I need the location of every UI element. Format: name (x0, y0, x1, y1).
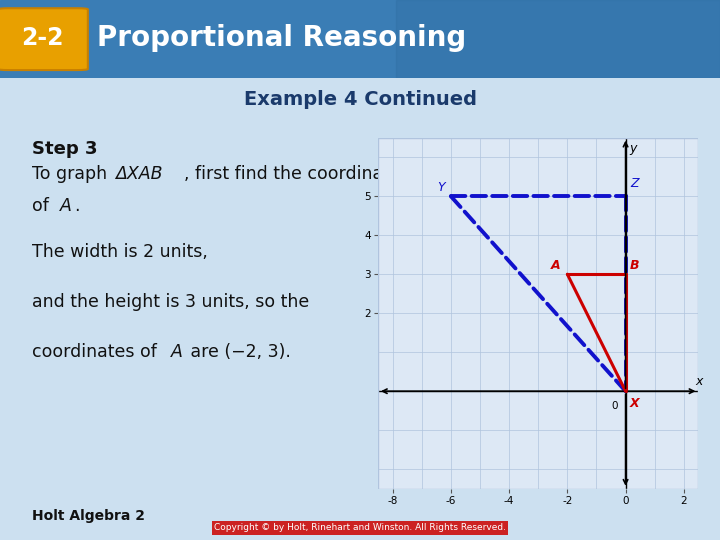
Text: A: A (171, 343, 183, 361)
Text: Copyright © by Holt, Rinehart and Winston. All Rights Reserved.: Copyright © by Holt, Rinehart and Winsto… (214, 523, 506, 532)
Text: To graph: To graph (32, 165, 113, 184)
Text: B: B (630, 259, 639, 272)
Text: The width is 2 units,: The width is 2 units, (32, 243, 208, 261)
Bar (396, 0, 720, 78)
Text: Step 3: Step 3 (32, 140, 98, 158)
Text: 0: 0 (612, 401, 618, 411)
Text: Y: Y (437, 181, 445, 194)
Text: Z: Z (630, 177, 639, 190)
Text: y: y (629, 141, 636, 154)
FancyBboxPatch shape (0, 8, 88, 70)
Text: .: . (74, 197, 80, 215)
Text: x: x (696, 375, 703, 388)
Text: Example 4 Continued: Example 4 Continued (243, 90, 477, 110)
Text: and the height is 3 units, so the: and the height is 3 units, so the (32, 293, 310, 311)
Text: A: A (550, 259, 560, 272)
Text: Proportional Reasoning: Proportional Reasoning (97, 24, 467, 52)
Text: ΔXAB: ΔXAB (115, 165, 163, 184)
Text: coordinates of: coordinates of (32, 343, 163, 361)
Text: of: of (32, 197, 55, 215)
Text: , first find the coordinate: , first find the coordinate (184, 165, 400, 184)
Text: A: A (60, 197, 71, 215)
Text: X: X (630, 397, 639, 410)
Text: are (−2, 3).: are (−2, 3). (185, 343, 291, 361)
Text: 2-2: 2-2 (21, 25, 64, 50)
Text: Holt Algebra 2: Holt Algebra 2 (32, 509, 145, 523)
